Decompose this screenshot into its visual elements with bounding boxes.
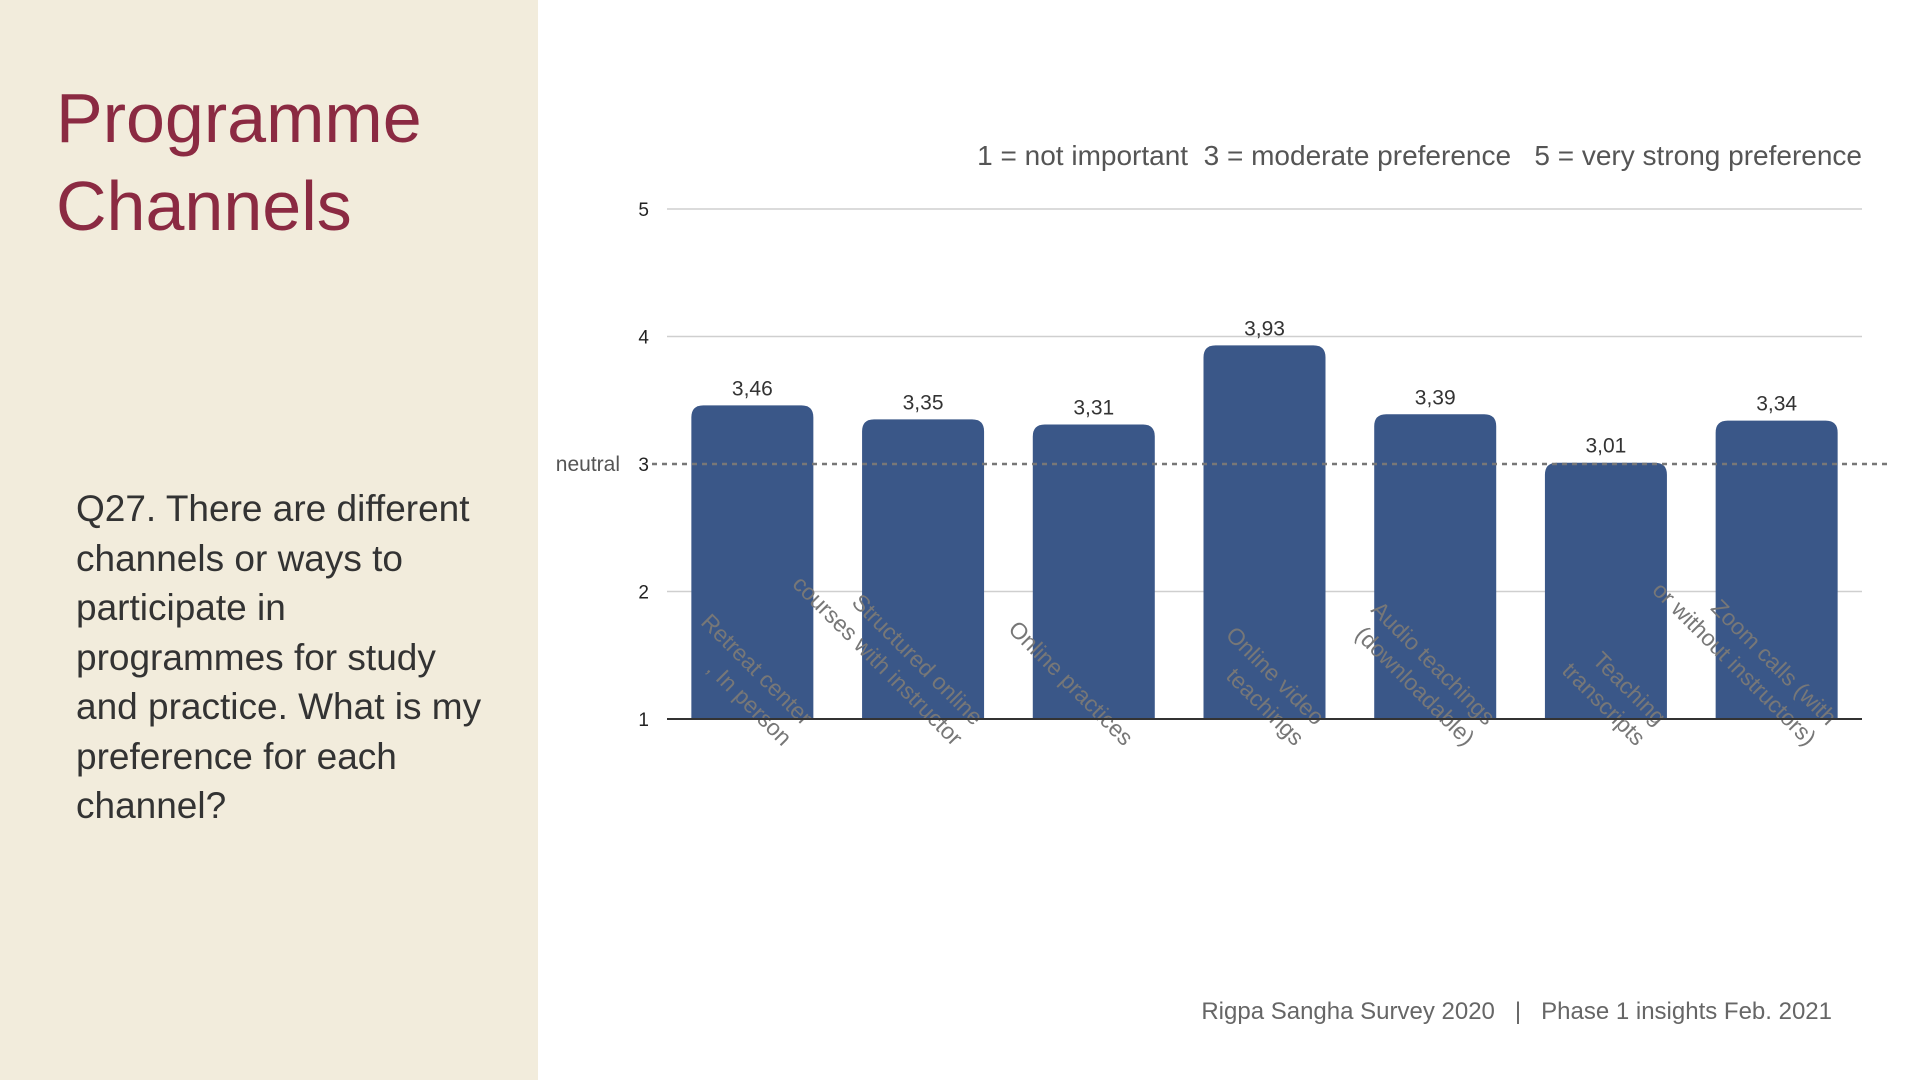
data-label: 3,46: [732, 377, 773, 400]
footer-credit: Rigpa Sangha Survey 2020 | Phase 1 insig…: [1201, 998, 1832, 1025]
data-label: 3,35: [903, 391, 944, 414]
data-label: 3,31: [1073, 396, 1114, 419]
data-label: 3,34: [1756, 393, 1797, 416]
neutral-label: neutral: [556, 453, 620, 476]
bar-3: [1032, 424, 1155, 719]
y-tick-label: 5: [638, 200, 649, 221]
bar-4: [1203, 345, 1326, 719]
bar-2: [862, 419, 985, 719]
scale-note: 1 = not important 3 = moderate preferenc…: [977, 140, 1862, 171]
bar-6: [1544, 462, 1667, 719]
title-line-2: Channels: [56, 167, 352, 245]
left-panel: Programme Channels Q27. There are differ…: [0, 0, 538, 1080]
y-tick-label: 3: [638, 455, 649, 476]
title-line-1: Programme: [56, 79, 422, 157]
data-label: 3,93: [1244, 317, 1285, 340]
bar-7: [1715, 420, 1838, 719]
data-label: 3,01: [1585, 435, 1626, 458]
y-tick-label: 1: [638, 710, 649, 731]
slide-title: Programme Channels: [56, 74, 526, 250]
question-text: Q27. There are different channels or way…: [76, 488, 482, 826]
y-tick-label: 4: [638, 328, 649, 349]
data-label: 3,39: [1415, 386, 1456, 409]
bar-1: [691, 405, 814, 719]
y-tick-label: 2: [638, 583, 649, 604]
bar-5: [1374, 414, 1497, 719]
